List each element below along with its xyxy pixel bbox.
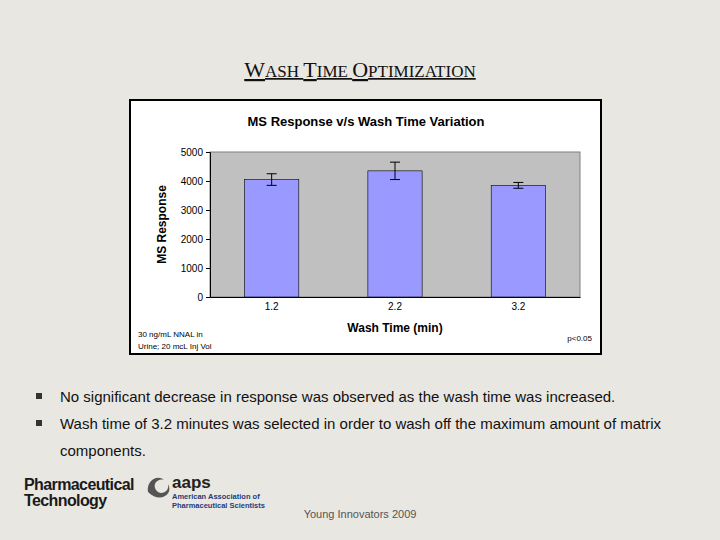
aaps-logo-text: American Association of — [172, 492, 260, 501]
bullet-marker — [36, 420, 42, 426]
footer: Young Innovators 2009 — [304, 508, 417, 520]
x-tick-label: 1.2 — [265, 301, 279, 312]
annotation: p<0.05 — [567, 334, 592, 343]
y-tick-mark — [206, 210, 210, 211]
marks — [245, 162, 546, 297]
bar — [368, 171, 422, 297]
y-tick-label: 3000 — [181, 205, 204, 216]
y-tick-mark — [206, 152, 210, 153]
y-tick-mark — [206, 181, 210, 182]
x-tick-label: 2.2 — [388, 301, 402, 312]
y-axis-line — [206, 153, 211, 298]
y-tick-mark — [206, 268, 210, 269]
aaps-logo-text: Pharmaceutical Scientists — [172, 501, 265, 510]
y-tick-mark — [206, 239, 210, 240]
aaps-logo-text: aaps — [172, 473, 211, 492]
y-tick: 2000 — [181, 234, 210, 245]
x-tick-label: 3.2 — [511, 301, 525, 312]
y-tick-label: 4000 — [181, 176, 204, 187]
y-tick: 1000 — [181, 263, 210, 274]
error-bar — [513, 182, 523, 188]
bar — [491, 185, 545, 297]
error-bar — [390, 162, 400, 179]
plot-area — [210, 152, 580, 297]
y-axis: 0 1000 2000 3000 4000 5000 — [181, 147, 211, 303]
y-tick: 0 — [197, 292, 210, 303]
chart-title: MS Response v/s Wash Time Variation — [248, 114, 485, 129]
y-tick-label: 2000 — [181, 234, 204, 245]
x-tick: 1.2 — [265, 297, 279, 312]
x-tick: 3.2 — [511, 297, 525, 312]
annotation: 30 ng/mL NNAL in — [138, 330, 203, 339]
error-bar — [267, 174, 277, 186]
y-axis-title: MS Response — [155, 185, 169, 264]
chart-frame — [130, 100, 601, 354]
y-tick: 3000 — [181, 205, 210, 216]
y-tick-label: 0 — [197, 292, 203, 303]
pharma-logo-text: Pharmaceutical — [24, 476, 134, 493]
x-axis-line — [211, 297, 581, 298]
x-tick: 2.2 — [388, 297, 402, 312]
y-tick-label: 1000 — [181, 263, 204, 274]
x-axis-title: Wash Time (min) — [347, 321, 442, 335]
pharma-logo-text: Technology — [24, 492, 107, 509]
y-tick: 4000 — [181, 176, 210, 187]
slide-title: WASH TIME OPTIMIZATION — [244, 57, 475, 82]
x-axis: 1.2 2.2 3.2 — [211, 297, 581, 312]
bar — [245, 180, 299, 297]
bullet-text: No significant decrease in response was … — [60, 383, 672, 410]
aaps-icon — [148, 478, 170, 498]
bullet-marker — [36, 393, 42, 399]
y-tick-label: 5000 — [181, 147, 204, 158]
annotation: Urine; 20 mcL Inj Vol — [138, 342, 212, 351]
y-tick-mark — [206, 297, 210, 298]
bullet-text: Wash time of 3.2 minutes was selected in… — [60, 410, 672, 464]
y-tick: 5000 — [181, 147, 210, 158]
